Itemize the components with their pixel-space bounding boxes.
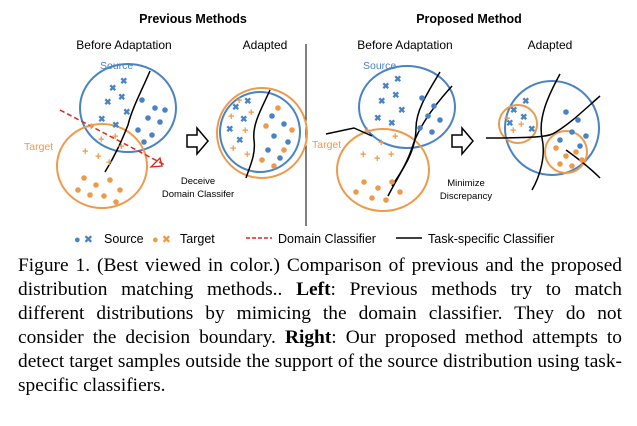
left-adapted-target-region bbox=[216, 87, 308, 179]
svg-text:✖: ✖ bbox=[244, 96, 252, 106]
right-source-region bbox=[358, 65, 456, 149]
right-title: Proposed Method bbox=[416, 12, 522, 26]
right-classifier-line-2 bbox=[387, 85, 453, 197]
left-before-samples: ✖ ✖ ✖ ✖ ✖ ✖ ✖ + + + + + + + bbox=[75, 76, 168, 205]
svg-text:✖: ✖ bbox=[528, 124, 536, 134]
svg-text:+: + bbox=[504, 113, 510, 125]
svg-text:✖: ✖ bbox=[104, 97, 112, 107]
svg-text:✖: ✖ bbox=[392, 90, 400, 100]
svg-text:+: + bbox=[378, 137, 384, 149]
svg-text:+: + bbox=[244, 149, 250, 161]
svg-text:✖: ✖ bbox=[236, 135, 244, 145]
left-source-label: Source bbox=[100, 60, 133, 72]
svg-text:✖: ✖ bbox=[240, 114, 248, 124]
left-task-classifier-line bbox=[104, 70, 151, 173]
svg-text:+: + bbox=[518, 119, 524, 131]
svg-text:+: + bbox=[95, 151, 101, 163]
left-deceive-arrow bbox=[149, 156, 163, 168]
svg-text:+: + bbox=[374, 153, 380, 165]
legend-source-markers: ● ✖ bbox=[74, 234, 93, 246]
svg-text:+: + bbox=[248, 107, 254, 119]
svg-text:+: + bbox=[364, 125, 370, 137]
left-annotation-line1: Deceive bbox=[181, 176, 215, 187]
right-target-region bbox=[336, 128, 430, 212]
left-target-region bbox=[56, 123, 148, 209]
svg-text:+: + bbox=[88, 121, 94, 133]
legend-target-markers: ● ✖ bbox=[152, 234, 171, 246]
svg-text:+: + bbox=[106, 157, 112, 169]
svg-text:✖: ✖ bbox=[510, 105, 518, 115]
right-classifier-line-3 bbox=[325, 127, 373, 137]
right-annotation-line2: Discrepancy bbox=[440, 191, 493, 202]
legend-target: Target bbox=[180, 232, 215, 246]
svg-text:✖: ✖ bbox=[522, 96, 530, 106]
caption-left-label: Left bbox=[296, 279, 331, 300]
left-transition-arrow bbox=[186, 125, 209, 157]
left-source-region bbox=[79, 63, 177, 153]
left-adapted-classifier-line bbox=[245, 89, 271, 179]
legend: ● ✖ Source ● ✖ Target Domain Classifier … bbox=[74, 232, 554, 246]
legend-source: Source bbox=[104, 232, 144, 246]
left-title: Previous Methods bbox=[139, 12, 247, 26]
right-source-label: Source bbox=[363, 60, 396, 72]
right-adapted-label: Adapted bbox=[528, 38, 573, 52]
svg-text:✖: ✖ bbox=[378, 96, 386, 106]
svg-text:✖: ✖ bbox=[232, 102, 240, 112]
svg-text:+: + bbox=[98, 134, 104, 146]
right-target-label: Target bbox=[312, 139, 341, 151]
comparison-figure: Previous Methods Proposed Method Before … bbox=[24, 12, 601, 246]
caption-right-label: Right bbox=[284, 327, 332, 348]
svg-text:✖: ✖ bbox=[226, 124, 234, 134]
left-annotation-line2: Domain Classifer bbox=[162, 189, 234, 200]
left-before-label: Before Adaptation bbox=[76, 38, 171, 52]
svg-text:+: + bbox=[82, 146, 88, 158]
caption-right-text: : Our proposed method attempts to detect… bbox=[18, 327, 622, 396]
svg-text:✖: ✖ bbox=[506, 118, 514, 128]
svg-text:+: + bbox=[392, 131, 398, 143]
left-target-label: Target bbox=[24, 141, 53, 153]
svg-text:+: + bbox=[236, 95, 242, 107]
legend-task-classifier: Task-specific Classifier bbox=[428, 232, 554, 246]
svg-text:✖: ✖ bbox=[398, 105, 406, 115]
right-adapted-target-cluster-2 bbox=[544, 130, 588, 174]
svg-text:+: + bbox=[510, 125, 516, 137]
svg-text:+: + bbox=[112, 131, 118, 143]
svg-text:+: + bbox=[228, 111, 234, 123]
figure-caption: Figure 1. (Best viewed in color.) Compar… bbox=[18, 254, 622, 398]
left-adapted-label: Adapted bbox=[243, 38, 288, 52]
svg-text:✖: ✖ bbox=[382, 81, 390, 91]
svg-text:✖: ✖ bbox=[520, 112, 528, 122]
svg-text:+: + bbox=[388, 149, 394, 161]
right-before-samples: ✖✖ ✖✖ ✖✖ ✖ ++ ++ + + bbox=[353, 74, 443, 203]
svg-text:✖: ✖ bbox=[388, 118, 396, 128]
svg-text:+: + bbox=[242, 125, 248, 137]
left-adapted-source-region bbox=[219, 91, 301, 173]
svg-text:✖: ✖ bbox=[120, 76, 128, 86]
caption-intro: Figure 1. (Best viewed in color.) Compar… bbox=[18, 255, 622, 300]
caption-left-text: : Previous methods try to match differen… bbox=[18, 279, 622, 348]
svg-text:+: + bbox=[118, 141, 124, 153]
svg-text:✖: ✖ bbox=[374, 113, 382, 123]
right-adapted-classifier-line-2 bbox=[485, 95, 601, 139]
left-adapted-samples: ✖✖ ✖✖ ✖ ++ ++ ++ bbox=[226, 95, 295, 169]
right-annotation-line1: Minimize bbox=[447, 178, 484, 189]
right-adapted-classifier-line-1 bbox=[531, 73, 561, 191]
svg-text:+: + bbox=[360, 149, 366, 161]
svg-text:+: + bbox=[230, 143, 236, 155]
right-adapted-source-region bbox=[504, 80, 600, 176]
right-adapted-samples: ✖✖ ✖✖ ✖ + + + bbox=[504, 96, 589, 169]
svg-text:✖: ✖ bbox=[98, 114, 106, 124]
svg-text:✖: ✖ bbox=[118, 92, 126, 102]
right-adapted-classifier-line-3 bbox=[565, 149, 601, 179]
left-domain-classifier-line bbox=[59, 109, 166, 166]
right-adapted-target-cluster-1 bbox=[498, 104, 538, 144]
svg-text:✖: ✖ bbox=[112, 120, 120, 130]
right-transition-arrow bbox=[451, 125, 474, 157]
legend-domain-classifier: Domain Classifier bbox=[278, 232, 376, 246]
svg-text:✖: ✖ bbox=[394, 74, 402, 84]
right-before-label: Before Adaptation bbox=[357, 38, 452, 52]
svg-text:✖: ✖ bbox=[123, 107, 131, 117]
svg-text:✖: ✖ bbox=[109, 83, 117, 93]
